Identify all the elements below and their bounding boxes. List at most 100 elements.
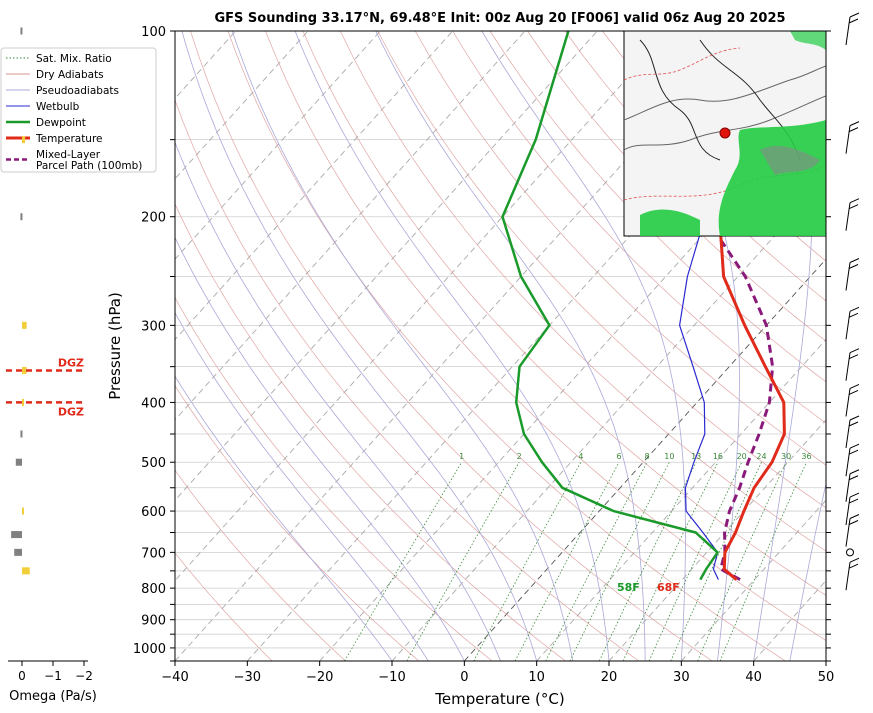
dry-adiabat <box>339 31 826 552</box>
x-axis-label: Temperature (°C) <box>434 690 564 708</box>
dry-adiabat <box>175 99 640 661</box>
x-tick-label: −10 <box>378 670 405 685</box>
isotherm-line <box>175 31 598 501</box>
surface-temperature-label: 68F <box>657 581 680 594</box>
legend-label: Mixed-Layer Parcel Path (100mb) <box>36 149 142 172</box>
omega-tick-label: −2 <box>75 669 93 683</box>
pseudoadiabat <box>294 31 610 661</box>
mixing-ratio-label: 20 <box>737 452 747 461</box>
mixing-ratio-label: 10 <box>664 452 674 461</box>
dry-adiabat <box>190 31 713 661</box>
dry-adiabat <box>865 31 873 661</box>
y-tick-label: 600 <box>141 505 166 520</box>
omega-bar <box>22 398 24 406</box>
mixing-ratio-label: 16 <box>713 452 723 461</box>
x-tick-label: −40 <box>161 670 188 685</box>
mixing-ratio-label: 6 <box>616 452 621 461</box>
location-marker-icon <box>719 127 731 139</box>
omega-tick-label: −1 <box>44 669 62 683</box>
surface-dewpoint-label: 58F <box>617 581 640 594</box>
wind-barb-icon <box>845 258 860 291</box>
isotherm-line <box>680 499 826 661</box>
dry-adiabat <box>227 31 786 661</box>
pseudoadiabat <box>375 31 646 661</box>
mixing-ratio-line <box>598 462 697 661</box>
isotherm-line <box>463 258 826 661</box>
y-tick-label: 300 <box>141 319 166 334</box>
pseudoadiabat <box>181 31 538 661</box>
wind-barb-icon <box>845 557 860 591</box>
mixing-ratio-labels: 1 2 4 6 8 10 13 16 20 24 30 36 <box>459 452 811 461</box>
y-tick-label: 700 <box>141 546 166 561</box>
x-tick-label: −20 <box>306 670 333 685</box>
omega-axis-label: Omega (Pa/s) <box>9 689 97 704</box>
x-tick-label: 0 <box>460 670 468 685</box>
mixing-ratio-line <box>719 462 807 661</box>
wind-barb-icon <box>845 415 860 449</box>
omega-bar <box>20 213 23 221</box>
dry-adiabat <box>489 31 826 383</box>
pseudoadiabat <box>175 312 429 661</box>
mixing-ratio-label: 4 <box>578 452 583 461</box>
mixing-ratio-label: 13 <box>691 452 701 461</box>
pseudoadiabat <box>481 31 686 661</box>
x-tick-label: 50 <box>818 670 835 685</box>
series-line-temperature <box>718 31 786 581</box>
isotherm-line <box>246 31 815 661</box>
legend: Sat. Mix. Ratio Dry Adiabats Pseudoadiabat… <box>0 47 157 173</box>
dry-adiabat <box>175 203 566 661</box>
wind-barb-icon <box>845 12 860 46</box>
wind-barb-icon <box>845 492 860 526</box>
omega-bar <box>22 366 27 374</box>
wind-barb-icon <box>845 198 860 231</box>
mixing-ratio-label: 8 <box>644 452 649 461</box>
wind-barb-icon <box>845 443 860 477</box>
x-tick-label: −30 <box>234 670 261 685</box>
omega-bar <box>14 548 22 556</box>
background-grid <box>175 31 873 661</box>
omega-bar <box>22 136 26 144</box>
dry-adiabat <box>452 31 826 424</box>
dry-adiabat <box>414 31 826 466</box>
mixing-ratio-line <box>545 462 648 661</box>
isotherm-line <box>175 31 743 661</box>
chart-title: GFS Sounding 33.17°N, 69.48°E Init: 00z … <box>214 11 785 26</box>
legend-label: Pseudoadiabats <box>36 85 119 97</box>
mixing-ratio-label: 2 <box>517 452 522 461</box>
pseudoadiabat <box>789 481 826 661</box>
mixing-ratio-line <box>473 462 582 661</box>
omega-bar <box>11 531 22 539</box>
y-tick-label: 200 <box>141 211 166 226</box>
mixing-ratio-line <box>670 462 762 661</box>
wind-barb-icon <box>845 469 860 502</box>
profile-lines <box>501 31 786 581</box>
omega-bar <box>22 507 24 515</box>
mixing-ratio-label: 36 <box>801 452 811 461</box>
pseudoadiabat <box>231 31 574 661</box>
mixing-ratio-line <box>344 461 463 661</box>
isotherm-line <box>608 419 826 661</box>
legend-label: Wetbulb <box>36 101 80 113</box>
y-tick-label: 800 <box>141 582 166 597</box>
pseudoadiabat <box>175 141 501 661</box>
x-tick-label: 40 <box>745 670 762 685</box>
surface-map-inset <box>623 30 827 237</box>
omega-tick-label: 0 <box>18 669 26 683</box>
series-line-mixed-layer-parcel-path-100mb- <box>632 31 775 581</box>
omega-bar <box>22 567 30 575</box>
y-tick-label: 100 <box>141 25 166 40</box>
y-tick-label: 1000 <box>133 642 166 657</box>
wind-barb-icon <box>845 306 860 340</box>
mixing-ratio-line <box>406 461 520 661</box>
series-line-dewpoint <box>501 31 719 581</box>
legend-label: Dewpoint <box>36 117 86 129</box>
mixing-ratio-line <box>697 462 787 661</box>
y-tick-label: 500 <box>141 456 166 471</box>
mixing-ratio-line <box>569 462 670 661</box>
pseudoadiabat <box>175 236 465 661</box>
y-axis-label: Pressure (hPa) <box>106 292 124 400</box>
plot-frame <box>174 30 827 662</box>
calm-wind-icon <box>846 548 854 557</box>
y-tick-label: 400 <box>141 396 166 411</box>
wind-barb-icon <box>845 121 860 154</box>
